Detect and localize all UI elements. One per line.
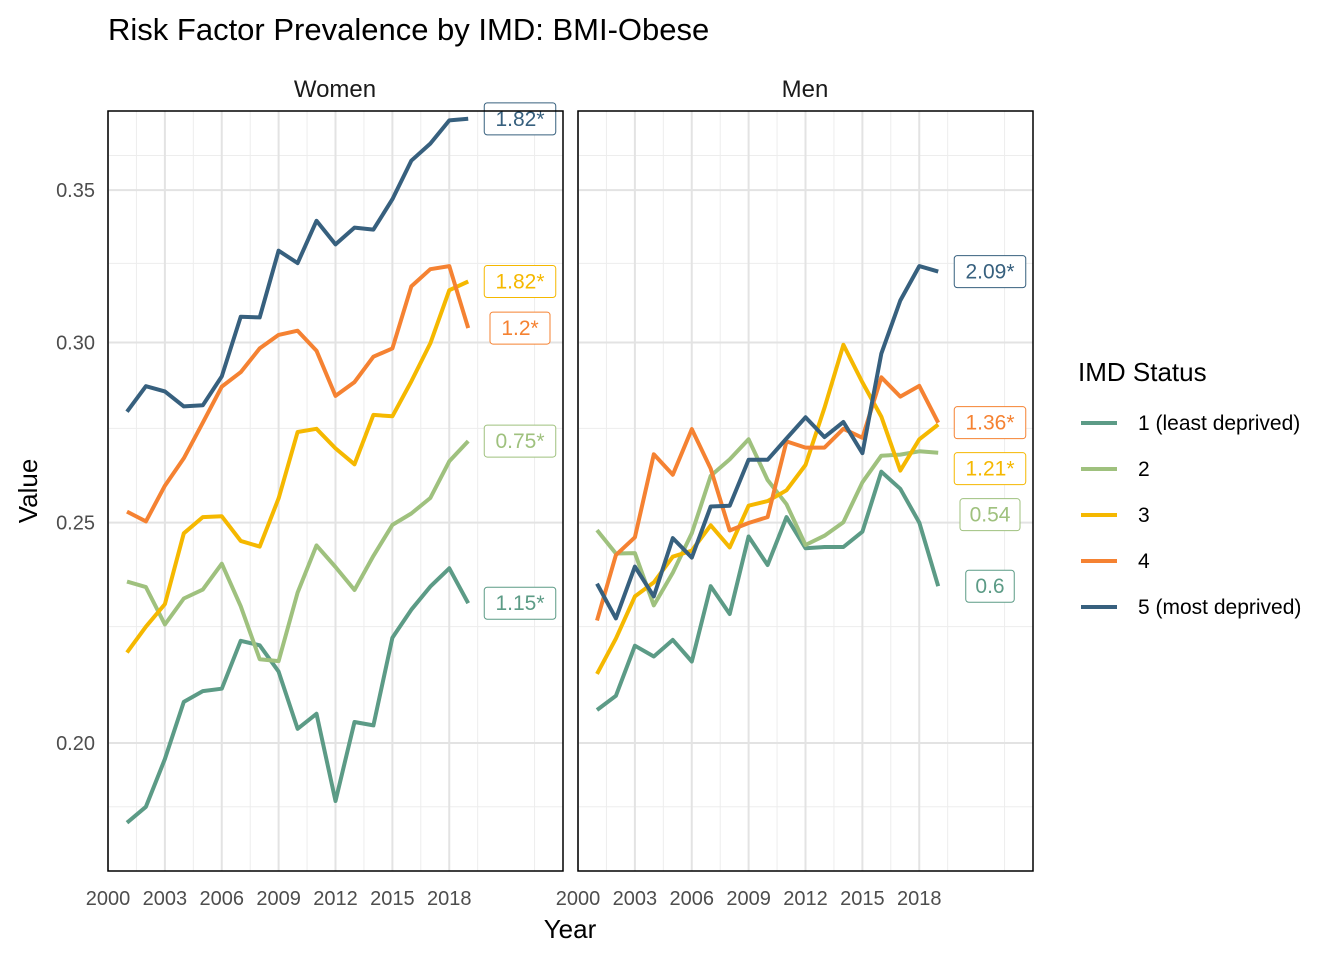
x-tick-label: 2000 <box>556 888 601 910</box>
end-label-3: 1.21* <box>965 458 1014 481</box>
series-line-5-most-deprived <box>595 264 939 621</box>
series-men <box>595 264 941 712</box>
x-tick-label: 2012 <box>783 888 828 910</box>
y-tick-label: 0.25 <box>56 513 95 535</box>
y-tick-label: 0.30 <box>56 332 95 354</box>
end-label-2: 0.54 <box>970 504 1011 527</box>
legend-label-4: 4 <box>1138 550 1150 573</box>
panel-women: Women 1.82*1.82*1.2*0.75*1.15* 2000 2003 2… <box>86 76 564 910</box>
y-tick-labels: 0.20 0.25 0.30 0.35 <box>56 180 95 755</box>
series-line-1-least-deprived <box>125 566 470 825</box>
legend-label-5-most-deprived: 5 (most deprived) <box>1138 596 1301 619</box>
x-tick-label: 2000 <box>86 888 131 910</box>
x-tick-label: 2009 <box>726 888 771 910</box>
y-tick-label: 0.35 <box>56 180 95 202</box>
end-label-3: 1.82* <box>495 270 544 293</box>
x-tick-labels-men: 2000 2003 2006 2009 2012 2015 2018 <box>556 888 942 910</box>
x-tick-label: 2012 <box>313 888 358 910</box>
series-women <box>125 116 471 825</box>
x-axis-title: Year <box>544 914 597 944</box>
series-line-3 <box>125 279 470 654</box>
legend-label-2: 2 <box>1138 458 1150 481</box>
x-tick-label: 2015 <box>370 888 415 910</box>
x-tick-label: 2009 <box>256 888 301 910</box>
x-tick-label: 2003 <box>143 888 188 910</box>
end-label-5-most-deprived: 1.82* <box>495 108 544 131</box>
series-line-2 <box>126 439 470 664</box>
gridlines-women <box>107 111 563 871</box>
series-line-4 <box>126 264 471 524</box>
series-line-1-least-deprived <box>595 469 941 712</box>
x-tick-label: 2003 <box>613 888 658 910</box>
panel-title-men: Men <box>782 76 829 103</box>
chart-title: Risk Factor Prevalence by IMD: BMI-Obese <box>108 12 709 47</box>
series-line-4 <box>595 375 940 622</box>
legend-label-1-least-deprived: 1 (least deprived) <box>1138 412 1300 435</box>
end-labels-men: 2.09* 1.36* 1.21* 0.54 0.6 <box>953 255 1027 603</box>
x-tick-label: 2018 <box>897 888 942 910</box>
end-label-box-3 <box>483 264 557 298</box>
end-label-box-2 <box>959 498 1021 532</box>
legend-title: IMD Status <box>1078 357 1207 387</box>
series-line-5-most-deprived <box>125 116 469 413</box>
panel-title-women: Women <box>294 76 376 103</box>
x-tick-labels-women: 2000 2003 2006 2009 2012 2015 2018 <box>86 888 472 910</box>
end-label-4: 1.36* <box>965 412 1014 435</box>
end-label-box-2 <box>483 424 557 458</box>
end-label-5-most-deprived: 2.09* <box>965 261 1014 284</box>
end-label-box-1-least-deprived <box>483 586 557 620</box>
legend: IMD Status 1 (least deprived) 2 3 4 5 (most … <box>1078 357 1301 619</box>
legend-items: 1 (least deprived) 2 3 4 5 (most deprived) <box>1081 412 1301 619</box>
end-label-box-1-least-deprived <box>965 569 1015 603</box>
legend-label-3: 3 <box>1138 504 1150 527</box>
end-label-1-least-deprived: 1.15* <box>495 592 544 615</box>
end-label-4: 1.2* <box>501 317 538 340</box>
x-tick-label: 2015 <box>840 888 885 910</box>
end-label-box-4 <box>489 311 551 345</box>
y-tick-label: 0.20 <box>56 733 95 755</box>
end-labels-women: 1.82* 1.82* 1.2* 0.75* 1.15* <box>483 102 557 620</box>
y-axis-title: Value <box>13 459 43 524</box>
end-label-box-5-most-deprived <box>953 255 1027 289</box>
end-label-box-3 <box>953 452 1027 486</box>
x-tick-label: 2018 <box>427 888 472 910</box>
end-label-1-least-deprived: 0.6 <box>975 575 1004 598</box>
panel-border-men <box>577 110 1034 872</box>
series-line-3 <box>595 342 940 675</box>
panel-border-women <box>107 110 564 872</box>
x-tick-label: 2006 <box>670 888 715 910</box>
end-label-2: 0.75* <box>495 430 544 453</box>
x-tick-label: 2006 <box>200 888 245 910</box>
series-line-2 <box>595 437 939 608</box>
panel-men: Men 2.09*1.36*1.21*0.540.6 2000 2003 2006 2… <box>556 76 1034 910</box>
end-label-box-4 <box>953 406 1027 440</box>
